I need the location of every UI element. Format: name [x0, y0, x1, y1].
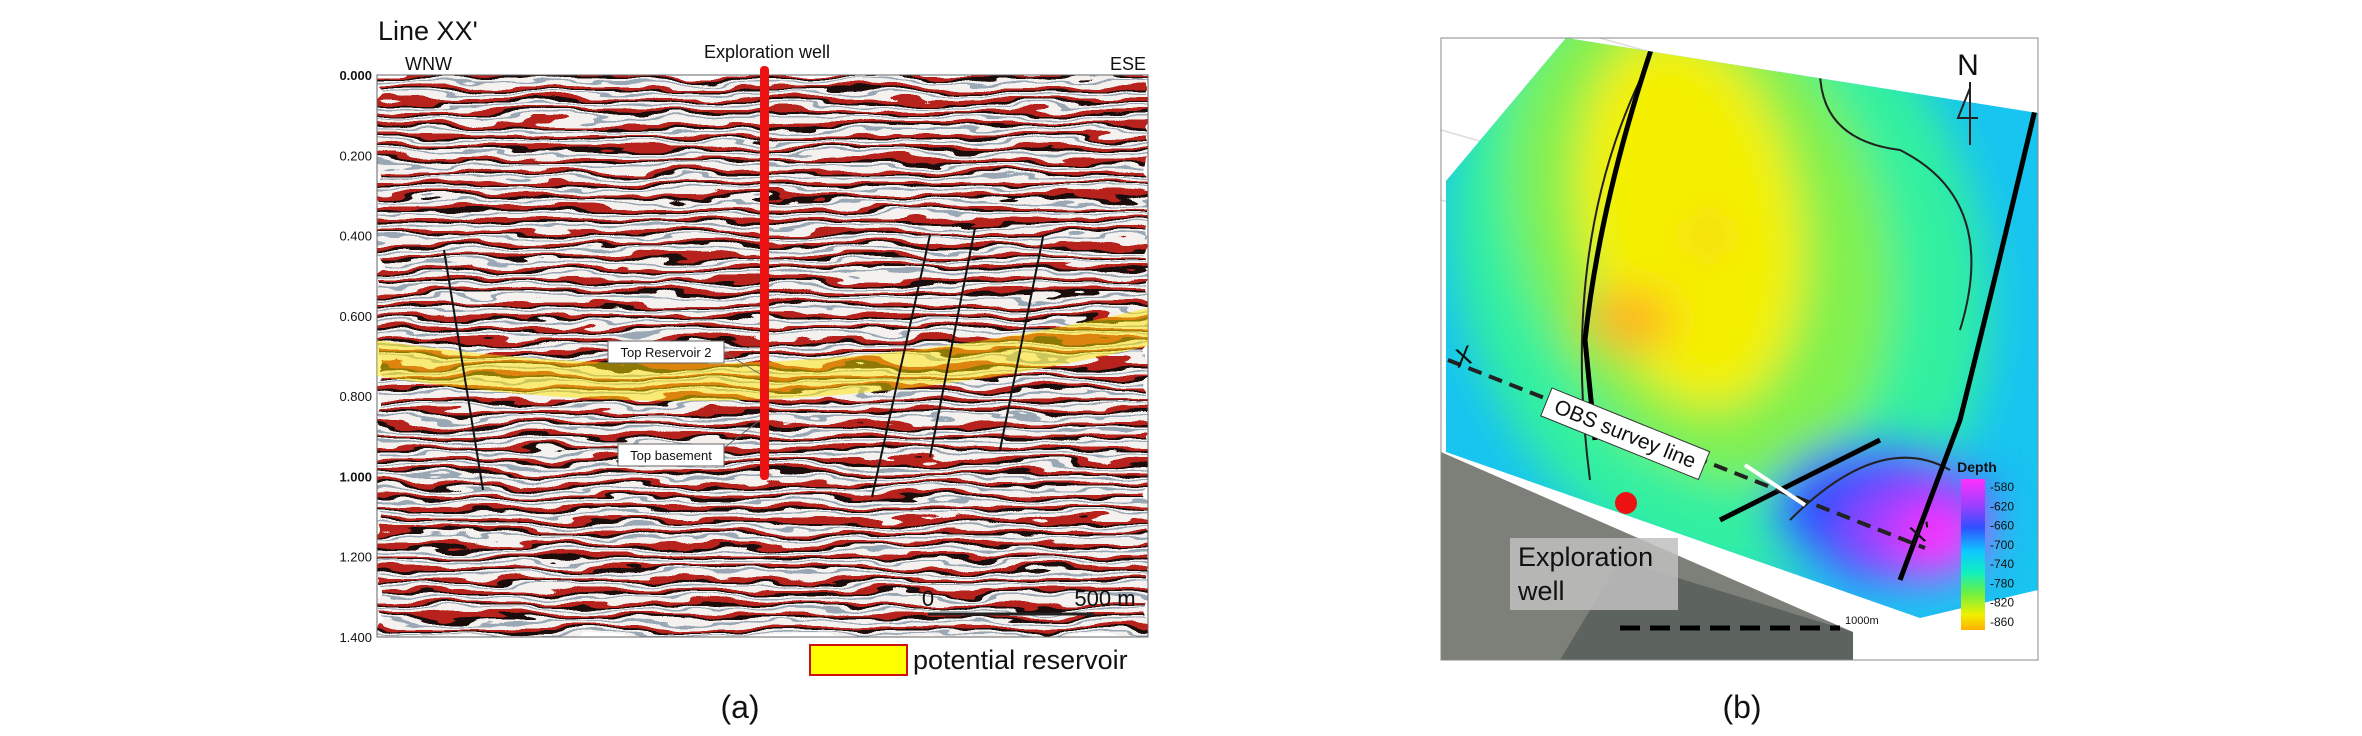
map-scale-label: 1000m [1845, 615, 1879, 627]
scale-label: 500 m [1074, 586, 1135, 611]
annotation: Top Reservoir 2 [620, 345, 711, 360]
colorbar-tick-label: -740 [1990, 557, 2014, 571]
depth-tick-label: 0.000 [339, 68, 372, 83]
leader [723, 419, 761, 449]
colorbar [1961, 479, 1985, 630]
well-label-box [1510, 538, 1678, 610]
annotation: Top basement [630, 448, 712, 463]
well-label: Exploration well [704, 42, 830, 62]
depth-tick-label: 0.200 [339, 148, 372, 163]
colorbar-tick-label: -660 [1990, 519, 2014, 533]
left-label: WNW [405, 54, 452, 74]
reservoir-band [377, 308, 1148, 401]
depth-tick-label: 0.800 [339, 389, 372, 404]
depth-tick-label: 1.400 [339, 630, 372, 645]
depth-axis: 0.000 0.200 0.400 0.600 0.800 1.000 1.200 1.400 [339, 68, 372, 645]
depth-tick-label: 1.000 [339, 469, 372, 484]
right-label: ESE [1110, 54, 1146, 74]
leader [723, 351, 761, 375]
well [760, 66, 769, 480]
depth-tick-label: 1.200 [339, 550, 372, 565]
colorbar-tick-label: -700 [1990, 538, 2014, 552]
north-label: N [1957, 49, 1979, 82]
colorbar-title: Depth [1957, 459, 1997, 475]
well-label: well [1517, 576, 1565, 606]
well-label: Exploration [1518, 542, 1653, 572]
faults [443, 227, 1044, 498]
colorbar-tick-label: -860 [1990, 615, 2014, 629]
colorbar-axis: -580 -620 -660 -700 -740 -780 -820 -860 [1990, 480, 2014, 629]
caption: (a) [720, 689, 759, 725]
depth-tick-label: 0.600 [339, 309, 372, 324]
legend-swatch [809, 644, 908, 676]
colorbar-tick-label: -620 [1990, 499, 2014, 513]
well-marker [1615, 492, 1637, 514]
colorbar-tick-label: -820 [1990, 596, 2014, 610]
depth-tick-label: 0.400 [339, 229, 372, 244]
obs-segment [1743, 463, 1807, 507]
legend-label: potential reservoir [913, 645, 1128, 675]
depth-map [1446, 38, 2038, 618]
map-frame [1440, 37, 2039, 661]
colorbar-tick-label: -780 [1990, 576, 2014, 590]
caption: (b) [1722, 689, 1761, 725]
north-arrow [1956, 82, 1978, 145]
survey-line [1447, 358, 1926, 550]
colorbar-tick-label: -580 [1990, 480, 2014, 494]
section-title: Line XX' [378, 16, 478, 46]
scale-label: 0 [922, 586, 934, 611]
annotation-box [617, 443, 725, 467]
